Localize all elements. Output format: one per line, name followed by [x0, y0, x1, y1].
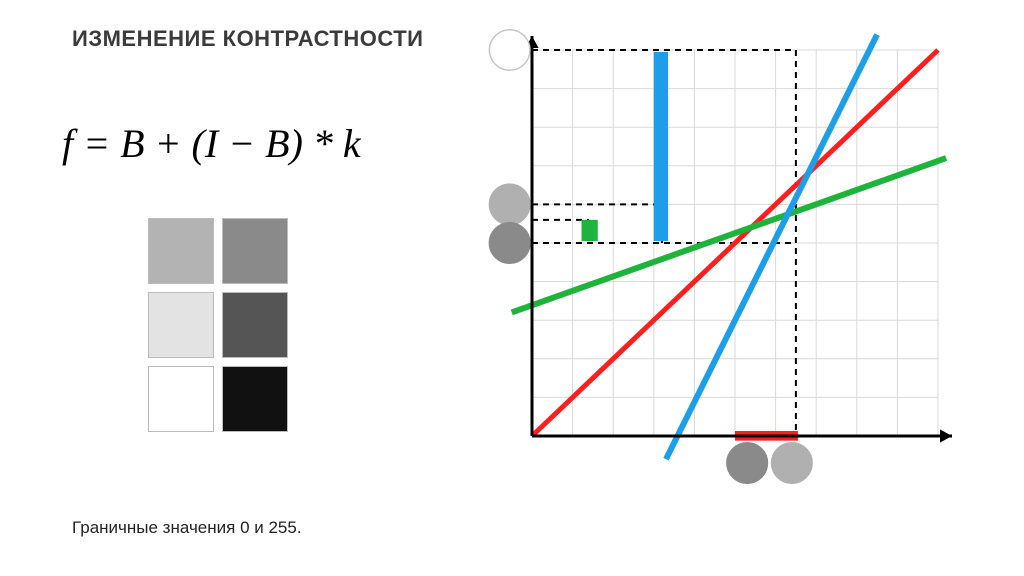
swatch-grid	[148, 218, 288, 432]
swatch	[148, 292, 214, 358]
line-green	[512, 158, 946, 312]
swatch	[148, 218, 214, 284]
contrast-chart	[474, 24, 964, 494]
marker-y-top	[489, 30, 530, 71]
formula: f = B + (I − B) * k	[62, 120, 361, 167]
swatch	[222, 218, 288, 284]
page-title: ИЗМЕНЕНИЕ КОНТРАСТНОСТИ	[72, 26, 423, 52]
marker-y-mid-b	[489, 223, 530, 264]
swatch	[148, 366, 214, 432]
swatch	[222, 366, 288, 432]
green-bar	[582, 220, 598, 241]
footnote: Граничные значения 0 и 255.	[72, 518, 302, 538]
marker-x-b	[772, 443, 813, 484]
marker-y-mid-a	[489, 184, 530, 225]
marker-x-a	[727, 443, 768, 484]
swatch	[222, 292, 288, 358]
blue-bar	[654, 52, 668, 241]
